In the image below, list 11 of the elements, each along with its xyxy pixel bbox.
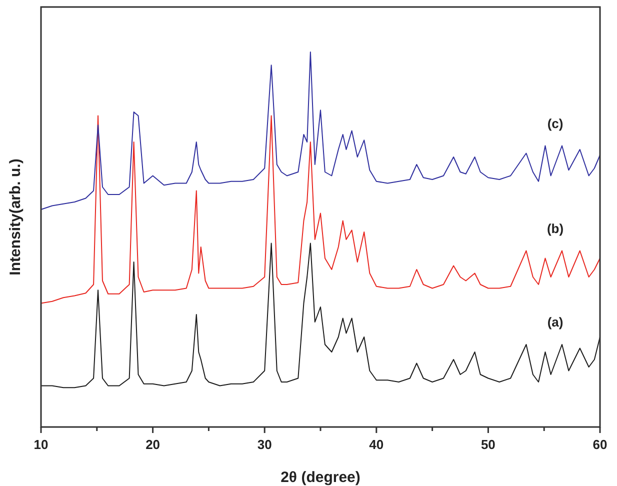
- x-tick-label: 40: [369, 437, 384, 452]
- series-label: (c): [547, 116, 564, 131]
- x-tick-label: 50: [480, 437, 496, 452]
- x-tick-label: 60: [592, 437, 608, 452]
- series-label: (b): [546, 220, 564, 236]
- x-axis-title: 2θ (degree): [280, 469, 360, 486]
- x-tick-label: 30: [257, 437, 272, 452]
- x-tick-label: 10: [34, 437, 48, 452]
- series-label: (a): [547, 314, 564, 330]
- y-axis-title: Intensity(arb. u.): [7, 158, 24, 276]
- x-tick-label: 20: [146, 437, 160, 452]
